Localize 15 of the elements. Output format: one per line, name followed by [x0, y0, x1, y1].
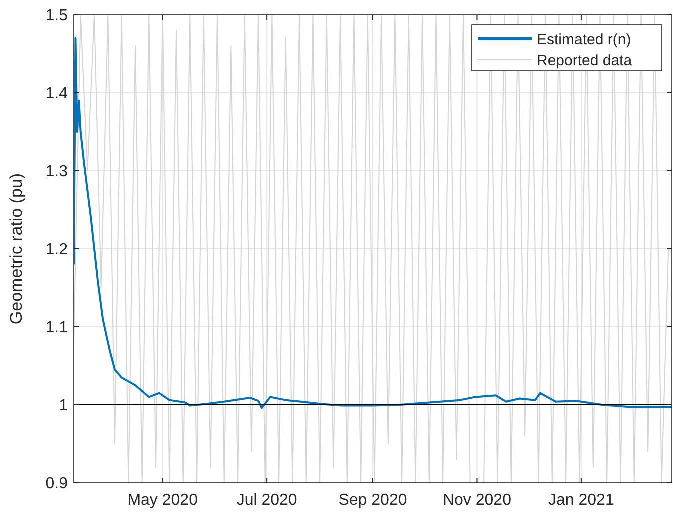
x-tick-label: Jan 2021	[548, 492, 614, 509]
y-tick-label: 1.3	[46, 164, 68, 181]
x-tick-label: Nov 2020	[442, 492, 512, 509]
x-tick-label: Sep 2020	[338, 492, 408, 509]
y-tick-label: 1	[59, 398, 68, 415]
legend-label: Reported data	[537, 52, 633, 70]
y-tick-label: 1.2	[46, 242, 68, 259]
y-axis-title: Geometric ratio (pu)	[7, 173, 26, 325]
x-tick-label: Jul 2020	[236, 492, 298, 509]
y-tick-label: 0.9	[46, 476, 68, 493]
y-tick-label: 1.5	[46, 8, 68, 25]
y-tick-label: 1.4	[46, 86, 68, 103]
y-tick-label: 1.1	[46, 320, 68, 337]
legend-label: Estimated r(n)	[537, 31, 632, 48]
x-tick-label: May 2020	[128, 492, 198, 509]
